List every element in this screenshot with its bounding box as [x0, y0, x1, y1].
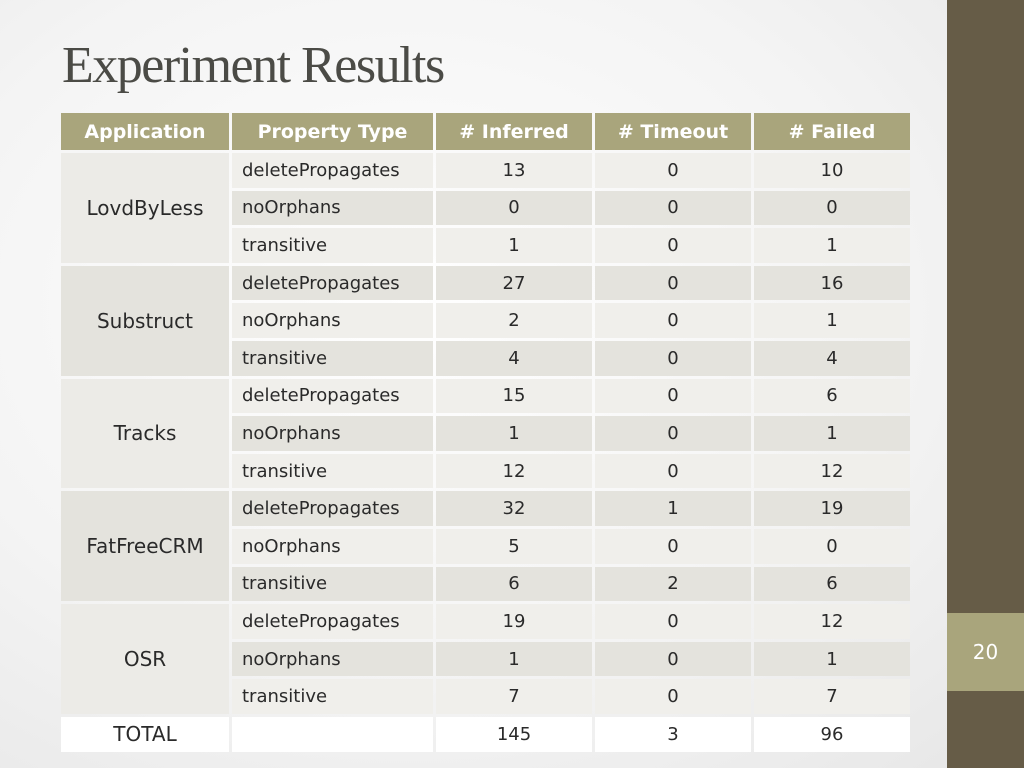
- inferred-cell: 13: [436, 153, 592, 188]
- failed-cell: 0: [754, 190, 910, 226]
- application-cell: Substruct: [61, 265, 229, 376]
- property-type-cell: noOrphans: [232, 303, 433, 338]
- table-row: Substruct deletePropagates 27 0 16: [61, 265, 910, 376]
- property-type-cell: deletePropagates: [232, 378, 433, 414]
- timeout-cell: 0: [595, 679, 751, 714]
- header-application: Application: [61, 113, 229, 150]
- table-row: OSR deletePropagates 19 0 12: [61, 604, 910, 714]
- header-failed: # Failed: [754, 113, 910, 150]
- application-cell: Tracks: [61, 378, 229, 489]
- property-type-cell: transitive: [232, 340, 433, 376]
- inferred-cell: 15: [436, 378, 592, 414]
- inferred-cell: 6: [436, 566, 592, 602]
- property-type-cell: deletePropagates: [232, 153, 433, 188]
- property-type-cell: noOrphans: [232, 528, 433, 564]
- timeout-cell: 0: [595, 378, 751, 414]
- timeout-cell: 0: [595, 303, 751, 338]
- total-row: TOTAL 145 3 96: [61, 716, 910, 752]
- inferred-cell: 27: [436, 265, 592, 301]
- failed-cell: 6: [754, 378, 910, 414]
- property-type-cell: deletePropagates: [232, 604, 433, 639]
- timeout-cell: 0: [595, 190, 751, 226]
- property-type-cell: transitive: [232, 566, 433, 602]
- inferred-cell: 1: [436, 228, 592, 263]
- application-cell: LovdByLess: [61, 153, 229, 263]
- table-row: transitive 6 2 6: [61, 566, 910, 602]
- failed-cell: 6: [754, 566, 910, 602]
- failed-cell: 12: [754, 604, 910, 639]
- table-row: noOrphans 0 0 0: [61, 190, 910, 226]
- table-row: transitive 4 0 4: [61, 340, 910, 376]
- table-row: noOrphans 2 0 1: [61, 303, 910, 338]
- table-row: transitive 7 0 7: [61, 679, 910, 714]
- timeout-cell: 0: [595, 340, 751, 376]
- table-row: LovdByLess deletePropagates 13 0 10: [61, 153, 910, 263]
- header-inferred: # Inferred: [436, 113, 592, 150]
- slide-title: Experiment Results: [62, 37, 445, 94]
- inferred-cell: 4: [436, 340, 592, 376]
- property-type-cell: transitive: [232, 453, 433, 489]
- table-row: transitive 1 0 1: [61, 228, 910, 263]
- total-failed-cell: 96: [754, 716, 910, 752]
- header-row: Application Property Type # Inferred # T…: [61, 113, 910, 150]
- table-row: noOrphans 5 0 0: [61, 528, 910, 564]
- inferred-cell: 12: [436, 453, 592, 489]
- failed-cell: 1: [754, 416, 910, 451]
- application-cell: FatFreeCRM: [61, 491, 229, 602]
- header-property-type: Property Type: [232, 113, 433, 150]
- timeout-cell: 1: [595, 491, 751, 526]
- failed-cell: 1: [754, 303, 910, 338]
- table-row: noOrphans 1 0 1: [61, 641, 910, 677]
- property-type-cell: deletePropagates: [232, 491, 433, 526]
- failed-cell: 16: [754, 265, 910, 301]
- header-timeout: # Timeout: [595, 113, 751, 150]
- inferred-cell: 1: [436, 641, 592, 677]
- inferred-cell: 32: [436, 491, 592, 526]
- inferred-cell: 5: [436, 528, 592, 564]
- total-inferred-cell: 145: [436, 716, 592, 752]
- inferred-cell: 19: [436, 604, 592, 639]
- results-table: Application Property Type # Inferred # T…: [58, 110, 913, 755]
- failed-cell: 1: [754, 641, 910, 677]
- failed-cell: 0: [754, 528, 910, 564]
- timeout-cell: 0: [595, 228, 751, 263]
- page-number: 20: [947, 613, 1024, 691]
- timeout-cell: 0: [595, 265, 751, 301]
- timeout-cell: 0: [595, 416, 751, 451]
- table-row: transitive 12 0 12: [61, 453, 910, 489]
- property-type-cell: transitive: [232, 679, 433, 714]
- property-type-cell: deletePropagates: [232, 265, 433, 301]
- inferred-cell: 7: [436, 679, 592, 714]
- property-type-cell: noOrphans: [232, 641, 433, 677]
- table-row: FatFreeCRM deletePropagates 32 1 19: [61, 491, 910, 602]
- inferred-cell: 2: [436, 303, 592, 338]
- failed-cell: 10: [754, 153, 910, 188]
- total-property-cell: [232, 716, 433, 752]
- failed-cell: 4: [754, 340, 910, 376]
- table-row: noOrphans 1 0 1: [61, 416, 910, 451]
- failed-cell: 7: [754, 679, 910, 714]
- application-cell: OSR: [61, 604, 229, 714]
- total-label: TOTAL: [61, 716, 229, 752]
- timeout-cell: 0: [595, 528, 751, 564]
- timeout-cell: 0: [595, 453, 751, 489]
- failed-cell: 12: [754, 453, 910, 489]
- timeout-cell: 0: [595, 153, 751, 188]
- table-row: Tracks deletePropagates 15 0 6: [61, 378, 910, 489]
- failed-cell: 19: [754, 491, 910, 526]
- property-type-cell: noOrphans: [232, 416, 433, 451]
- failed-cell: 1: [754, 228, 910, 263]
- total-timeout-cell: 3: [595, 716, 751, 752]
- timeout-cell: 2: [595, 566, 751, 602]
- timeout-cell: 0: [595, 604, 751, 639]
- timeout-cell: 0: [595, 641, 751, 677]
- inferred-cell: 0: [436, 190, 592, 226]
- property-type-cell: noOrphans: [232, 190, 433, 226]
- property-type-cell: transitive: [232, 228, 433, 263]
- inferred-cell: 1: [436, 416, 592, 451]
